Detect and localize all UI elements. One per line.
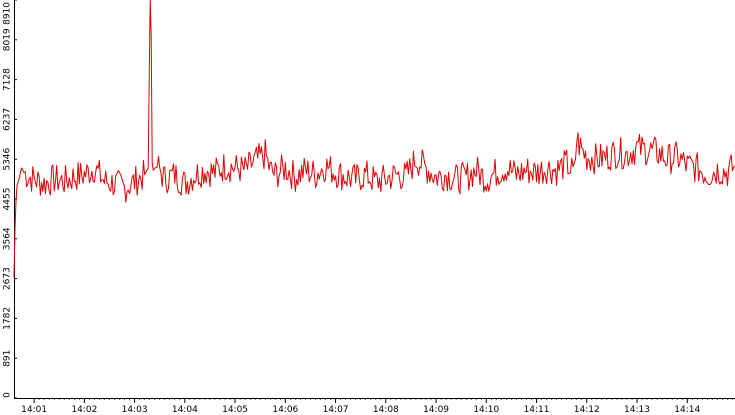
y-tick-label: 8910 <box>3 2 13 25</box>
x-tick-label: 14:12 <box>574 405 600 415</box>
x-tick-label: 14:03 <box>122 405 148 415</box>
x-tick-label: 14:05 <box>222 405 248 415</box>
y-tick-label: 7128 <box>3 68 13 91</box>
x-tick-label: 14:09 <box>423 405 449 415</box>
y-tick-label: 6237 <box>3 108 13 131</box>
x-tick-label: 14:10 <box>473 405 499 415</box>
x-tick-label: 14:02 <box>71 405 97 415</box>
y-tick-label: 1782 <box>3 307 13 330</box>
y-tick-label: 2673 <box>3 267 13 290</box>
series-line <box>13 0 735 278</box>
x-tick-label: 14:11 <box>524 405 550 415</box>
x-tick-label: 14:07 <box>323 405 349 415</box>
x-axis-labels: 14:01 14:02 14:03 14:04 14:05 14:06 14:07 14:08… <box>21 405 700 415</box>
y-tick-label: 0 <box>3 392 13 398</box>
x-tick-label: 14:14 <box>674 405 700 415</box>
y-tick-label: 5346 <box>3 147 13 170</box>
x-tick-label: 14:01 <box>21 405 47 415</box>
y-tick-label: 3564 <box>3 227 13 250</box>
y-tick-label: 891 <box>3 350 13 367</box>
x-tick-label: 14:13 <box>624 405 650 415</box>
x-tick-label: 14:06 <box>272 405 298 415</box>
y-tick-label: 8019 <box>3 28 13 51</box>
x-tick-label: 14:08 <box>373 405 399 415</box>
x-tick-label: 14:04 <box>172 405 198 415</box>
y-tick-label: 4455 <box>3 188 13 211</box>
